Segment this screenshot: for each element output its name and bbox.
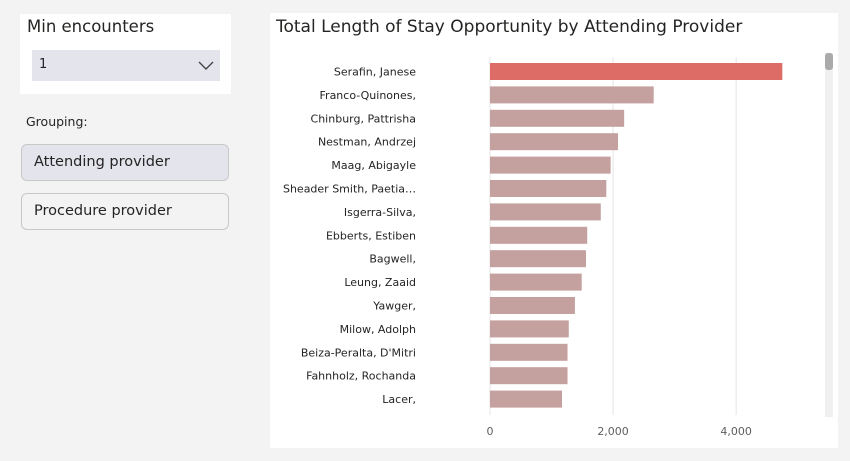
category-label: Nestman, Andrzej <box>318 136 416 149</box>
bar[interactable] <box>490 86 654 104</box>
bar[interactable] <box>490 343 568 361</box>
bar[interactable] <box>490 109 625 127</box>
category-label: Yawger, <box>372 300 416 313</box>
grouping-label: Grouping: <box>26 114 88 129</box>
category-label: Serafin, Janese <box>334 66 416 79</box>
bar[interactable] <box>490 297 575 314</box>
bar[interactable] <box>490 273 582 291</box>
x-tick-label: 4,000 <box>720 425 752 438</box>
category-label: Lacer, <box>382 393 416 406</box>
min-encounters-dropdown[interactable]: 1 <box>32 50 220 81</box>
bar[interactable] <box>490 180 607 197</box>
category-label: Beiza-Peralta, D'Mitri <box>301 346 416 359</box>
bar[interactable] <box>490 390 562 408</box>
bar[interactable] <box>490 367 568 385</box>
chevron-down-icon <box>198 61 214 70</box>
scrollbar-thumb[interactable] <box>825 53 833 70</box>
bar[interactable] <box>490 156 611 174</box>
category-label: Maag, Abigayle <box>331 159 416 172</box>
chart-panel: Total Length of Stay Opportunity by Atte… <box>270 13 838 448</box>
bar[interactable] <box>490 133 618 151</box>
bar[interactable] <box>490 63 783 80</box>
category-label: Leung, Zaaid <box>344 276 416 289</box>
bar[interactable] <box>490 226 588 244</box>
min-encounters-filter: Min encounters 1 <box>20 14 231 94</box>
bar[interactable] <box>490 250 586 268</box>
category-label: Isgerra-Silva, <box>344 206 416 219</box>
bar[interactable] <box>490 320 569 338</box>
category-label: Franco-Quinones, <box>320 89 416 102</box>
scrollbar-track[interactable] <box>825 53 833 417</box>
category-label: Milow, Adolph <box>340 323 416 336</box>
dropdown-value: 1 <box>39 57 48 72</box>
category-label: Chinburg, Pattrisha <box>311 112 416 125</box>
x-tick-label: 2,000 <box>597 425 629 438</box>
bar[interactable] <box>490 203 601 221</box>
x-tick-label: 0 <box>487 425 494 438</box>
category-label: Fahnholz, Rochanda <box>306 370 416 383</box>
filter-title: Min encounters <box>27 17 155 36</box>
category-label: Bagwell, <box>369 253 416 266</box>
chart-title: Total Length of Stay Opportunity by Atte… <box>276 17 743 37</box>
category-label: Sheader Smith, Paetia… <box>283 183 416 196</box>
attending-provider-button[interactable]: Attending provider <box>21 144 229 181</box>
category-label: Ebberts, Estiben <box>326 229 416 242</box>
procedure-provider-button[interactable]: Procedure provider <box>21 193 229 230</box>
bar-chart: 0 2,000 4,000 Serafin, Janese Franco-Quinone… <box>283 57 783 438</box>
